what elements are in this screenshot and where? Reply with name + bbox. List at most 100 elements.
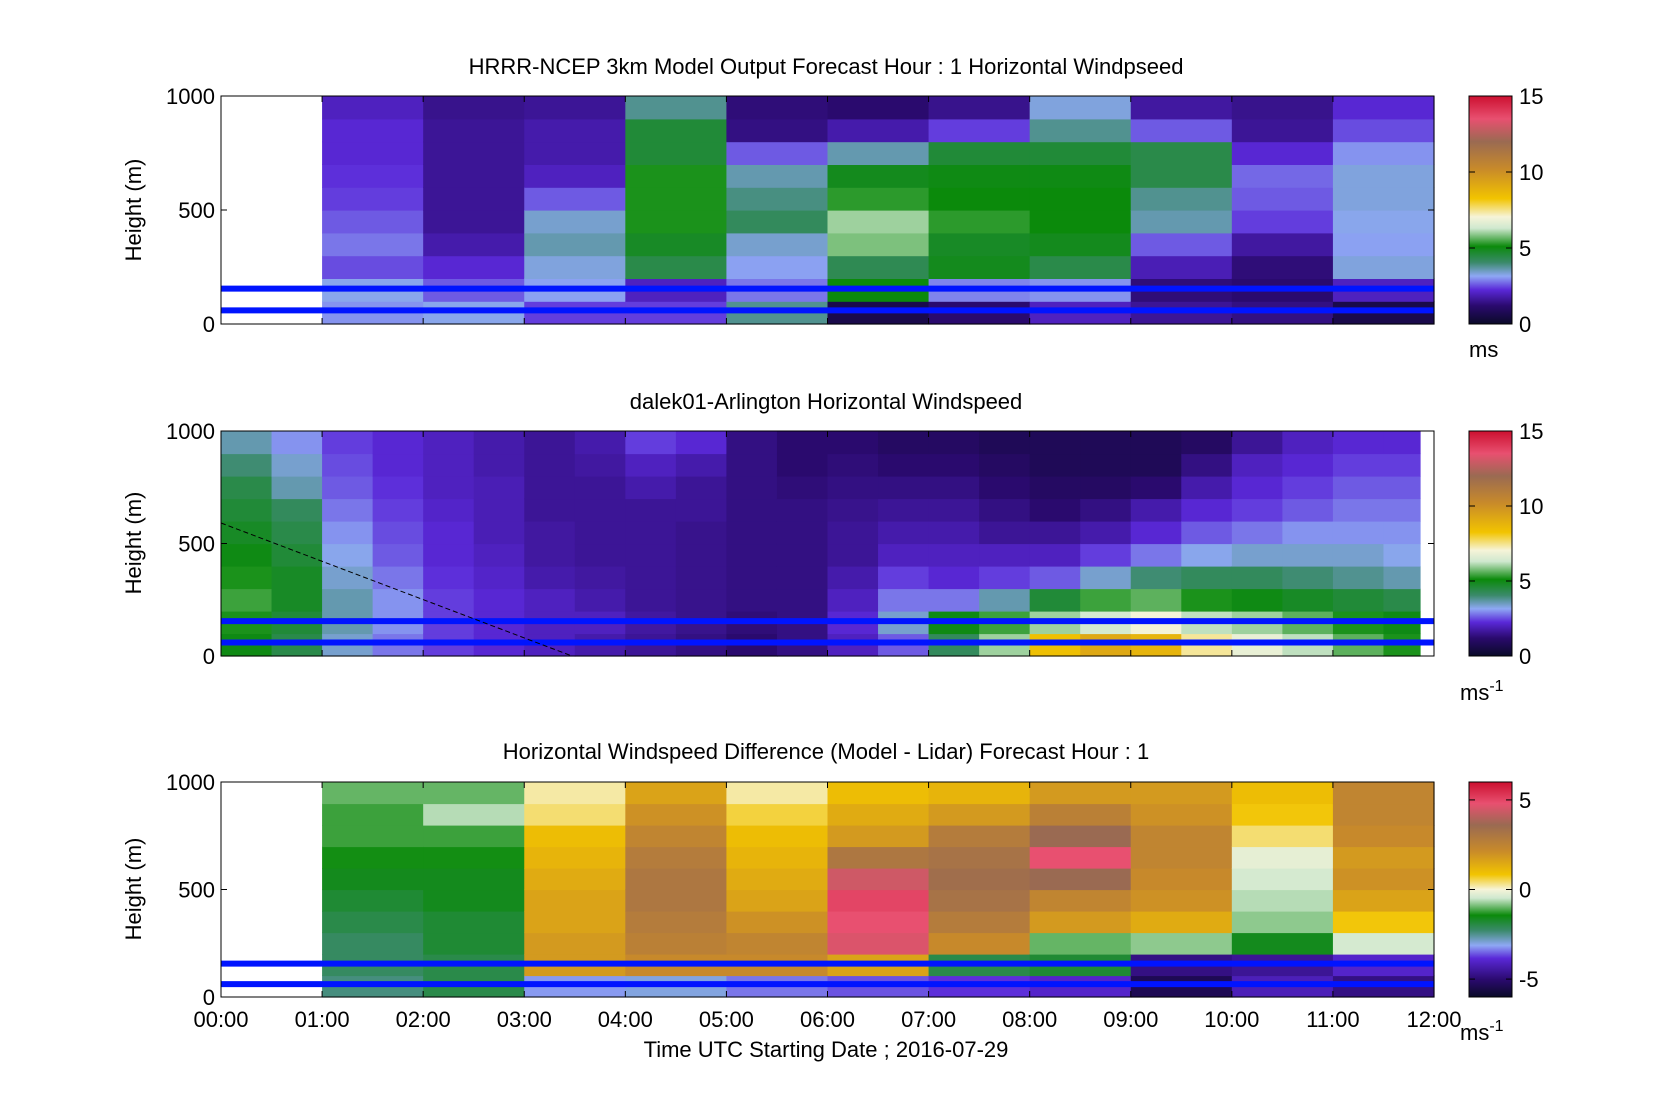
heatmap-cell — [726, 232, 829, 257]
colorbar-tick-label: 5 — [1519, 236, 1531, 261]
heatmap-cell — [625, 932, 728, 955]
heatmap-cell — [524, 187, 626, 211]
heatmap-cell — [928, 96, 1031, 120]
heatmap-cell — [473, 543, 525, 567]
heatmap-cell — [1130, 521, 1182, 545]
heatmap-cell — [726, 187, 829, 211]
heatmap-cell — [827, 255, 930, 279]
heatmap-cell — [1130, 825, 1233, 848]
heatmap-cell — [372, 476, 424, 500]
y-tick-label: 500 — [178, 878, 215, 903]
y-tick-label: 1000 — [166, 770, 215, 795]
heatmap-cell — [726, 453, 778, 477]
heatmap-cell — [322, 453, 374, 477]
heatmap-cell — [1332, 187, 1435, 211]
heatmap-cell — [574, 588, 626, 612]
heatmap-cell — [675, 543, 728, 567]
heatmap-cell — [1029, 141, 1132, 165]
y-tick-label: 0 — [203, 985, 215, 1010]
heatmap-cell — [1332, 911, 1435, 934]
panel-model-colorbar-unit: ms — [1469, 337, 1498, 362]
heatmap-cell — [979, 476, 1031, 500]
heatmap-cell — [1130, 164, 1233, 188]
heatmap-cell — [878, 476, 930, 500]
heatmap-cell — [675, 588, 728, 612]
heatmap-cell — [625, 543, 677, 567]
heatmap-cell — [574, 498, 626, 522]
heatmap-cell — [726, 141, 829, 165]
heatmap-cell — [928, 543, 980, 567]
heatmap-cell — [675, 498, 728, 522]
heatmap-cell — [776, 498, 829, 522]
heatmap-cell — [827, 431, 879, 455]
heatmap-cell — [322, 96, 424, 120]
heatmap-cell — [1231, 521, 1283, 545]
heatmap-cell — [625, 118, 728, 143]
heatmap-cell — [221, 588, 273, 612]
heatmap-cell — [979, 521, 1031, 545]
heatmap-cell — [827, 210, 930, 234]
x-axis-label: Time UTC Starting Date ; 2016-07-29 — [644, 1037, 1009, 1062]
x-tick-label: 11:00 — [1306, 1007, 1359, 1032]
heatmap-cell — [322, 476, 374, 500]
y-tick-label: 1000 — [166, 419, 215, 444]
heatmap-cell — [1231, 825, 1334, 848]
heatmap-cell — [524, 868, 626, 891]
panel-difference-reference-lines — [221, 960, 1434, 988]
heatmap-cell — [574, 543, 626, 567]
x-tick-label: 12:00 — [1406, 1007, 1461, 1032]
heatmap-cell — [322, 164, 424, 188]
panel-lidar-ylabel: Height (m) — [121, 492, 146, 595]
heatmap-cell — [1029, 868, 1132, 891]
heatmap-cell — [878, 431, 930, 455]
heatmap-cell — [1282, 476, 1334, 500]
heatmap-cell — [1130, 453, 1182, 477]
panel-lidar-colorbar — [1468, 430, 1513, 657]
heatmap-cell — [1130, 588, 1182, 612]
heatmap-cell — [524, 96, 626, 120]
heatmap-cell — [524, 588, 576, 612]
heatmap-cell — [473, 476, 525, 500]
heatmap-cell — [1332, 932, 1435, 955]
heatmap-cell — [271, 453, 323, 477]
heatmap-cell — [928, 825, 1031, 848]
colorbar-tick-label: 5 — [1519, 788, 1531, 813]
panel-model-colorbar — [1468, 95, 1513, 325]
heatmap-cell — [827, 868, 930, 891]
heatmap-cell — [1383, 453, 1421, 477]
heatmap-cell — [1282, 498, 1334, 522]
heatmap-cell — [423, 911, 525, 934]
heatmap-cell — [827, 118, 930, 143]
heatmap-cell — [726, 255, 829, 279]
heatmap-cell — [827, 932, 930, 955]
heatmap-cell — [1080, 588, 1132, 612]
heatmap-cell — [221, 431, 273, 455]
x-tick-label: 09:00 — [1103, 1007, 1158, 1032]
heatmap-cell — [928, 141, 1031, 165]
panel-lidar-colorbar-ticks: 0 5 10 15 — [1469, 419, 1543, 669]
heatmap-cell — [322, 210, 424, 234]
heatmap-cell — [726, 210, 829, 234]
panel-model: HRRR-NCEP 3km Model Output Forecast Hour… — [121, 54, 1543, 362]
heatmap-cell — [1332, 210, 1435, 234]
x-tick-label: 10:00 — [1204, 1007, 1259, 1032]
x-tick-label: 04:00 — [598, 1007, 653, 1032]
heatmap-cell — [423, 232, 525, 257]
heatmap-cell — [423, 868, 525, 891]
heatmap-cell — [423, 543, 475, 567]
colorbar-tick-label: 10 — [1519, 160, 1543, 185]
panel-lidar-y-ticks: 0 500 1000 — [166, 419, 1434, 669]
panel-difference-title: Horizontal Windspeed Difference (Model -… — [503, 739, 1149, 764]
heatmap-cell — [726, 543, 778, 567]
heatmap-cell — [625, 96, 728, 120]
heatmap-cell — [928, 232, 1031, 257]
x-tick-label: 00:00 — [193, 1007, 248, 1032]
heatmap-cell — [221, 566, 273, 590]
heatmap-cell — [1231, 782, 1334, 805]
heatmap-cell — [979, 453, 1031, 477]
heatmap-cell — [1231, 566, 1283, 590]
heatmap-cell — [1282, 543, 1334, 567]
heatmap-cell — [928, 566, 980, 590]
heatmap-cell — [271, 498, 323, 522]
